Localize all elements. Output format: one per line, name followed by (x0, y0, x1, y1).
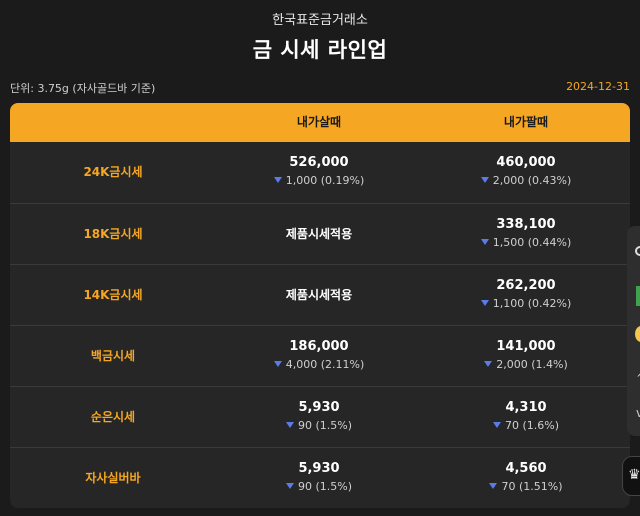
table-row: 14K금시세 제품시세적용 262,200 1,100 (0.42%) (10, 264, 630, 325)
sell-price: 4,310 (505, 400, 547, 415)
buy-change: 90 (1.5%) (216, 480, 422, 493)
down-triangle-icon (273, 177, 282, 183)
coin-icon[interactable] (635, 326, 640, 342)
row-label: 14K금시세 (83, 288, 143, 302)
down-triangle-icon (480, 177, 489, 183)
unit-text: 단위: 3.75g (자사골드바 기준) (10, 82, 156, 95)
floating-action-button[interactable]: ♛ (622, 456, 640, 496)
price-table: 내가살때 내가팔때 24K금시세 526,000 1,000 (0.19%) 460,… (10, 103, 630, 508)
table-row: 24K금시세 526,000 1,000 (0.19%) 460,000 2,000 (… (10, 142, 630, 203)
row-label-cell: 자사실버바 (10, 448, 216, 508)
buy-price: 186,000 (289, 339, 349, 354)
sell-price: 262,200 (496, 278, 556, 293)
page-subtitle: 한국표준금거래소 (272, 13, 368, 28)
column-header-category (10, 103, 216, 142)
sell-change-text: 1,100 (0.42%) (492, 297, 572, 310)
sell-price-cell: 4,310 70 (1.6%) (422, 387, 630, 448)
table-row: 백금시세 186,000 4,000 (2.11%) 141,000 2,000 (1.… (10, 325, 630, 386)
buy-price-cell: 5,930 90 (1.5%) (216, 387, 422, 448)
sell-change-text: 1,500 (0.44%) (492, 236, 572, 249)
sell-price-cell: 141,000 2,000 (1.4%) (422, 326, 630, 387)
product-price-applied-text: 제품시세적용 (285, 227, 353, 241)
row-label: 백금시세 (90, 349, 136, 363)
down-triangle-icon (285, 483, 294, 489)
row-label: 18K금시세 (83, 227, 143, 241)
row-label: 24K금시세 (83, 165, 143, 179)
column-header-sell: 내가팔때 (503, 115, 549, 129)
sell-change-text: 70 (1.6%) (504, 419, 560, 432)
down-triangle-icon (480, 300, 489, 306)
sell-price: 338,100 (496, 217, 556, 232)
down-triangle-icon (492, 422, 501, 428)
column-header-buy: 내가살때 (296, 115, 342, 129)
buy-change: 90 (1.5%) (216, 419, 422, 432)
sell-change: 70 (1.51%) (422, 480, 630, 493)
table-row: 18K금시세 제품시세적용 338,100 1,500 (0.44%) (10, 203, 630, 264)
chart-icon[interactable] (636, 286, 640, 306)
product-price-applied-text: 제품시세적용 (285, 288, 353, 302)
chevron-up-icon[interactable]: ^ (636, 371, 640, 385)
down-triangle-icon (273, 361, 282, 367)
page-title: 금 시세 라인업 (252, 38, 388, 62)
sell-change: 70 (1.6%) (422, 419, 630, 432)
sell-price: 141,000 (496, 339, 556, 354)
sell-price-cell: 4,560 70 (1.51%) (422, 448, 630, 508)
table-body: 24K금시세 526,000 1,000 (0.19%) 460,000 2,000 (… (10, 142, 630, 508)
row-label-cell: 백금시세 (10, 326, 216, 387)
sell-change: 2,000 (0.43%) (422, 174, 630, 187)
sell-change: 1,500 (0.44%) (422, 236, 630, 249)
buy-change-text: 1,000 (0.19%) (285, 174, 365, 187)
buy-price-cell: 제품시세적용 (216, 265, 422, 326)
sell-price-cell: 338,100 1,500 (0.44%) (422, 204, 630, 265)
circle-icon[interactable] (635, 246, 640, 256)
sell-price-cell: 262,200 1,100 (0.42%) (422, 265, 630, 326)
chevron-down-icon[interactable]: v (636, 406, 640, 420)
sell-change: 1,100 (0.42%) (422, 297, 630, 310)
row-label-cell: 14K금시세 (10, 265, 216, 326)
buy-price: 5,930 (298, 400, 340, 415)
floating-side-panel[interactable]: ^ v (627, 226, 640, 436)
sell-price: 460,000 (496, 155, 556, 170)
table-row: 자사실버바 5,930 90 (1.5%) 4,560 70 (1.51%) (10, 447, 630, 508)
table-header: 내가살때 내가팔때 (10, 103, 630, 142)
sell-price-cell: 460,000 2,000 (0.43%) (422, 142, 630, 203)
down-triangle-icon (285, 422, 294, 428)
sell-change-text: 2,000 (1.4%) (496, 358, 568, 371)
sell-change-text: 70 (1.51%) (501, 480, 563, 493)
row-label: 순은시세 (90, 410, 136, 424)
buy-price-cell: 526,000 1,000 (0.19%) (216, 142, 422, 203)
date-text: 2024-12-31 (566, 80, 630, 93)
buy-change: 4,000 (2.11%) (216, 358, 422, 371)
sell-change-text: 2,000 (0.43%) (492, 174, 572, 187)
sell-change: 2,000 (1.4%) (422, 358, 630, 371)
row-label: 자사실버바 (85, 471, 141, 485)
down-triangle-icon (480, 239, 489, 245)
down-triangle-icon (489, 483, 498, 489)
down-triangle-icon (484, 361, 493, 367)
buy-change: 1,000 (0.19%) (216, 174, 422, 187)
table-row: 순은시세 5,930 90 (1.5%) 4,310 70 (1.6%) (10, 386, 630, 447)
row-label-cell: 순은시세 (10, 387, 216, 448)
crown-icon: ♛ (628, 467, 640, 483)
buy-change-text: 4,000 (2.11%) (285, 358, 365, 371)
buy-change-text: 90 (1.5%) (297, 480, 353, 493)
buy-price-cell: 5,930 90 (1.5%) (216, 448, 422, 508)
buy-change-text: 90 (1.5%) (297, 419, 353, 432)
buy-price: 526,000 (289, 155, 349, 170)
row-label-cell: 18K금시세 (10, 204, 216, 265)
buy-price-cell: 186,000 4,000 (2.11%) (216, 326, 422, 387)
row-label-cell: 24K금시세 (10, 142, 216, 203)
sell-price: 4,560 (505, 461, 547, 476)
buy-price: 5,930 (298, 461, 340, 476)
buy-price-cell: 제품시세적용 (216, 204, 422, 265)
